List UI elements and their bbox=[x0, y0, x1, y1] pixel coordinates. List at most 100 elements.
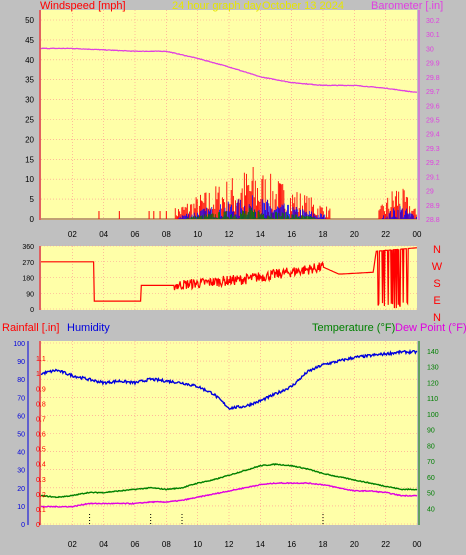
barometer-tick-label: 29 bbox=[426, 189, 434, 196]
humidity-tick-label: 70 bbox=[17, 395, 25, 402]
wind-tick-label: 5 bbox=[30, 195, 35, 204]
x-tick-label: 20 bbox=[350, 540, 359, 549]
barometer-tick-label: 29.2 bbox=[426, 160, 440, 167]
x-tick-label: 22 bbox=[381, 540, 390, 549]
humidity-label: Humidity bbox=[67, 322, 110, 334]
barometer-tick-label: 29.9 bbox=[426, 61, 440, 68]
compass-label: S bbox=[433, 278, 440, 290]
barometer-line bbox=[40, 47, 418, 93]
direction-tick-label: 180 bbox=[22, 276, 34, 283]
windspeed-label: Windspeed [mph] bbox=[40, 0, 126, 12]
x-tick-label: 06 bbox=[131, 230, 140, 239]
humidity-tick-label: 100 bbox=[13, 341, 25, 348]
rain-tick-label: 0.8 bbox=[36, 401, 46, 408]
compass-label: N bbox=[433, 244, 441, 256]
temperature-tick-label: 70 bbox=[427, 459, 435, 466]
wind-direction-line bbox=[41, 247, 417, 309]
wind-tick-label: 50 bbox=[25, 16, 34, 25]
wind-tick-label: 25 bbox=[25, 116, 34, 125]
humidity-tick-label: 90 bbox=[17, 359, 25, 366]
x-tick-label: 08 bbox=[162, 230, 171, 239]
dewpoint-label: Dew Point (°F) bbox=[395, 322, 466, 334]
barometer-tick-label: 29.3 bbox=[426, 146, 440, 153]
humidity-tick-label: 20 bbox=[17, 486, 25, 493]
barometer-tick-label: 29.5 bbox=[426, 118, 440, 125]
rain-tick-label: 0.2 bbox=[36, 492, 46, 499]
wind-tick-label: 35 bbox=[25, 76, 34, 85]
wind-tick-label: 45 bbox=[25, 36, 34, 45]
temperature-tick-label: 140 bbox=[427, 349, 439, 356]
x-tick-label: 18 bbox=[319, 540, 328, 549]
wind-tick-label: 20 bbox=[25, 135, 34, 144]
x-tick-label: 12 bbox=[225, 540, 234, 549]
temperature-tick-label: 80 bbox=[427, 443, 435, 450]
x-tick-label: 14 bbox=[256, 230, 265, 239]
x-tick-label: 00 bbox=[413, 540, 422, 549]
humidity-tick-label: 80 bbox=[17, 377, 25, 384]
temperature-tick-label: 40 bbox=[427, 506, 435, 513]
x-tick-label: 16 bbox=[287, 230, 296, 239]
x-tick-label: 12 bbox=[225, 230, 234, 239]
temperature-tick-label: 130 bbox=[427, 365, 439, 372]
barometer-tick-label: 28.8 bbox=[426, 217, 440, 224]
compass-label: E bbox=[433, 295, 440, 307]
temperature-tick-label: 120 bbox=[427, 380, 439, 387]
x-tick-label: 02 bbox=[68, 230, 77, 239]
temperature-tick-label: 50 bbox=[427, 491, 435, 498]
humidity-tick-label: 30 bbox=[17, 468, 25, 475]
direction-tick-label: 270 bbox=[22, 260, 34, 267]
humidity-tick-label: 50 bbox=[17, 432, 25, 439]
x-tick-label: 10 bbox=[193, 230, 202, 239]
x-tick-label: 10 bbox=[193, 540, 202, 549]
direction-plot-area bbox=[41, 246, 417, 310]
x-tick-label: 14 bbox=[256, 540, 265, 549]
barometer-tick-label: 30 bbox=[426, 46, 434, 53]
barometer-label: Barometer [.in] bbox=[371, 0, 443, 12]
rain-tick-label: 1 bbox=[36, 371, 40, 378]
barometer-tick-label: 29.7 bbox=[426, 89, 440, 96]
barometer-tick-label: 29.6 bbox=[426, 103, 440, 110]
direction-tick-label: 360 bbox=[22, 244, 34, 251]
humidity-tick-label: 60 bbox=[17, 413, 25, 420]
rainfall-label: Rainfall [.in] bbox=[2, 322, 59, 334]
temperature-tick-label: 90 bbox=[427, 428, 435, 435]
x-tick-label: 00 bbox=[413, 230, 422, 239]
temperature-tick-label: 60 bbox=[427, 475, 435, 482]
temperature-tick-label: 100 bbox=[427, 412, 439, 419]
barometer-tick-label: 28.9 bbox=[426, 203, 440, 210]
temperature-label: Temperature (°F) bbox=[312, 322, 395, 334]
rain-tick-label: 1.1 bbox=[36, 356, 46, 363]
x-tick-label: 16 bbox=[287, 540, 296, 549]
temperature-line bbox=[40, 462, 418, 499]
rain-tick-label: 0.9 bbox=[36, 386, 46, 393]
x-tick-label: 18 bbox=[319, 230, 328, 239]
wind-tick-label: 0 bbox=[30, 215, 35, 224]
x-tick-label: 22 bbox=[381, 230, 390, 239]
direction-tick-label: 0 bbox=[30, 307, 34, 314]
dewpoint-line bbox=[40, 481, 418, 509]
x-tick-label: 04 bbox=[99, 540, 108, 549]
rain-tick-label: 0.4 bbox=[36, 462, 46, 469]
title-24h: 24 hour graph day bbox=[172, 0, 262, 12]
humidity-line bbox=[40, 348, 418, 411]
rain-tick-label: 0.7 bbox=[36, 416, 46, 423]
compass-label: N bbox=[433, 312, 441, 324]
humidity-tick-label: 40 bbox=[17, 450, 25, 457]
rain-tick-label: 0 bbox=[36, 522, 40, 529]
humidity-tick-label: 10 bbox=[17, 504, 25, 511]
wind-tick-label: 40 bbox=[25, 56, 34, 65]
wind-tick-label: 15 bbox=[25, 155, 34, 164]
temperature-tick-label: 110 bbox=[427, 396, 438, 403]
rain-tick-label: 0.3 bbox=[36, 477, 46, 484]
wind-tick-label: 30 bbox=[25, 96, 34, 105]
x-tick-label: 04 bbox=[99, 230, 108, 239]
barometer-tick-label: 29.4 bbox=[426, 132, 440, 139]
x-tick-label: 02 bbox=[68, 540, 77, 549]
x-tick-label: 06 bbox=[131, 540, 140, 549]
wind-tick-label: 10 bbox=[25, 175, 34, 184]
humidity-tick-label: 0 bbox=[21, 522, 25, 529]
rain-tick-label: 0.5 bbox=[36, 447, 46, 454]
barometer-tick-label: 29.1 bbox=[426, 174, 440, 181]
x-tick-label: 20 bbox=[350, 230, 359, 239]
